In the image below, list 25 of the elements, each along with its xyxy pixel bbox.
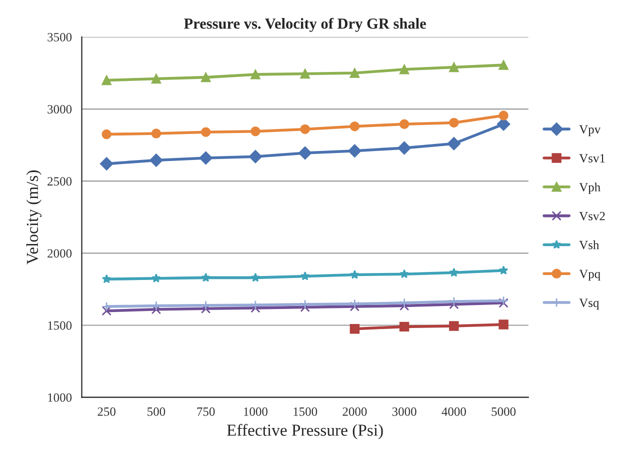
x-tick-label: 250: [98, 407, 116, 416]
x-tick-label: 1000: [244, 407, 268, 416]
y-tick-label: 2000: [48, 249, 72, 258]
x-tick-label: 3000: [392, 407, 416, 416]
legend-label: Vpv: [579, 125, 601, 136]
y-tick-label: 2500: [48, 177, 72, 186]
x-tick-label: 1500: [294, 407, 318, 416]
y-tick-label: 1000: [48, 393, 72, 402]
legend-label: Vpq: [579, 270, 600, 281]
y-axis-title: Velocity (m/s): [26, 170, 42, 264]
legend-label: Vsv1: [579, 154, 605, 163]
x-tick-label: 4000: [442, 407, 466, 416]
legend-label: Vsh: [579, 240, 600, 250]
x-tick-label: 500: [148, 407, 166, 416]
x-tick-label: 2000: [342, 407, 367, 416]
legend-label: Vsv2: [579, 212, 605, 220]
legend-label: Vph: [579, 182, 600, 194]
x-tick-label: 750: [197, 407, 215, 416]
y-tick-label: 1500: [48, 321, 72, 330]
legend-label: Vsq: [579, 298, 599, 310]
y-tick-label: 3500: [48, 32, 72, 42]
y-tick-label: 3000: [48, 105, 72, 114]
x-axis-title: Effective Pressure (Psi): [227, 424, 383, 440]
chart-title: Pressure vs. Velocity of Dry GR shale: [184, 18, 426, 32]
x-tick-label: 5000: [492, 407, 516, 416]
